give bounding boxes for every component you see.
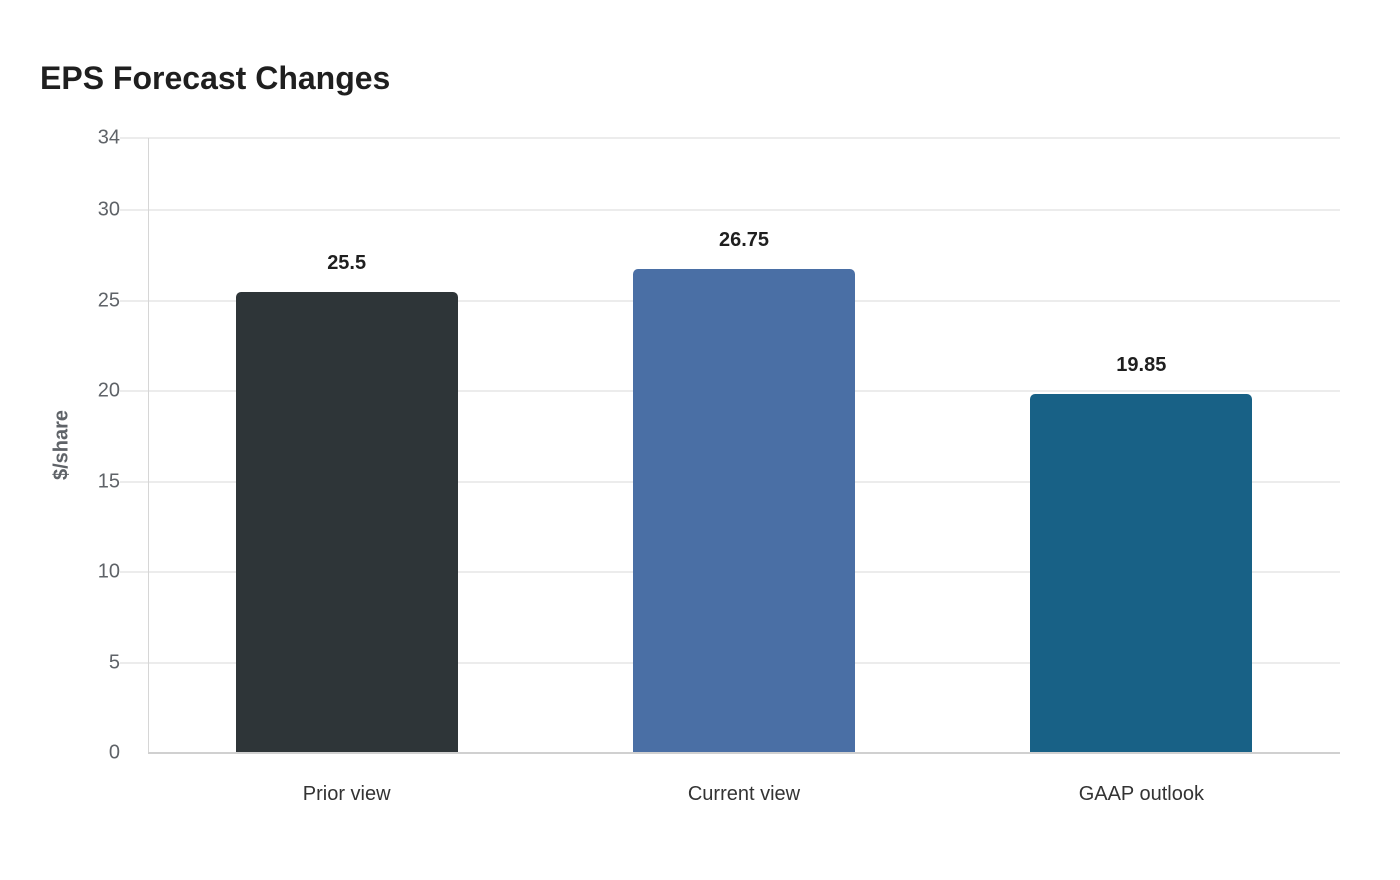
bar-current-view[interactable] xyxy=(633,269,855,752)
bar-value-label: 25.5 xyxy=(327,251,367,274)
bar-gaap-outlook[interactable] xyxy=(1030,393,1253,752)
gridline xyxy=(120,209,1340,212)
x-axis-line xyxy=(148,752,1340,754)
y-tick-label: 10 xyxy=(97,560,120,583)
bar-value-label: 26.75 xyxy=(718,229,770,252)
bar-prior-view[interactable] xyxy=(235,291,458,752)
chart-title: EPS Forecast Changes xyxy=(40,60,391,96)
y-tick-label: 34 xyxy=(97,126,120,149)
gridline xyxy=(120,137,1340,139)
y-tick-label: 15 xyxy=(97,470,120,493)
y-tick-label: 25 xyxy=(97,289,120,312)
x-tick-label: Current view xyxy=(687,783,801,805)
y-tick-label: 0 xyxy=(108,741,120,764)
y-axis-line xyxy=(148,138,149,753)
y-tick-label: 5 xyxy=(108,651,120,674)
y-tick-label: 20 xyxy=(97,379,120,402)
y-tick-label: 30 xyxy=(97,198,120,221)
bar-value-label: 19.85 xyxy=(1116,353,1167,376)
x-tick-label: Prior view xyxy=(302,783,391,805)
x-tick-label: GAAP outlook xyxy=(1078,783,1204,805)
